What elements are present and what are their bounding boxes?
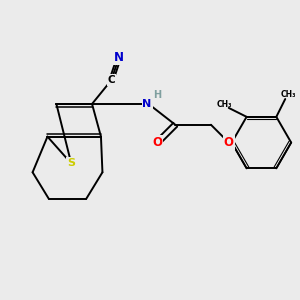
Text: H: H bbox=[153, 90, 161, 100]
Text: N: N bbox=[114, 51, 124, 64]
Text: CH₃: CH₃ bbox=[280, 90, 296, 99]
Text: CH₃: CH₃ bbox=[217, 100, 232, 109]
Text: C: C bbox=[107, 75, 115, 85]
Text: S: S bbox=[67, 158, 75, 168]
Text: O: O bbox=[224, 136, 234, 149]
Text: N: N bbox=[142, 99, 152, 109]
Text: O: O bbox=[152, 136, 162, 149]
